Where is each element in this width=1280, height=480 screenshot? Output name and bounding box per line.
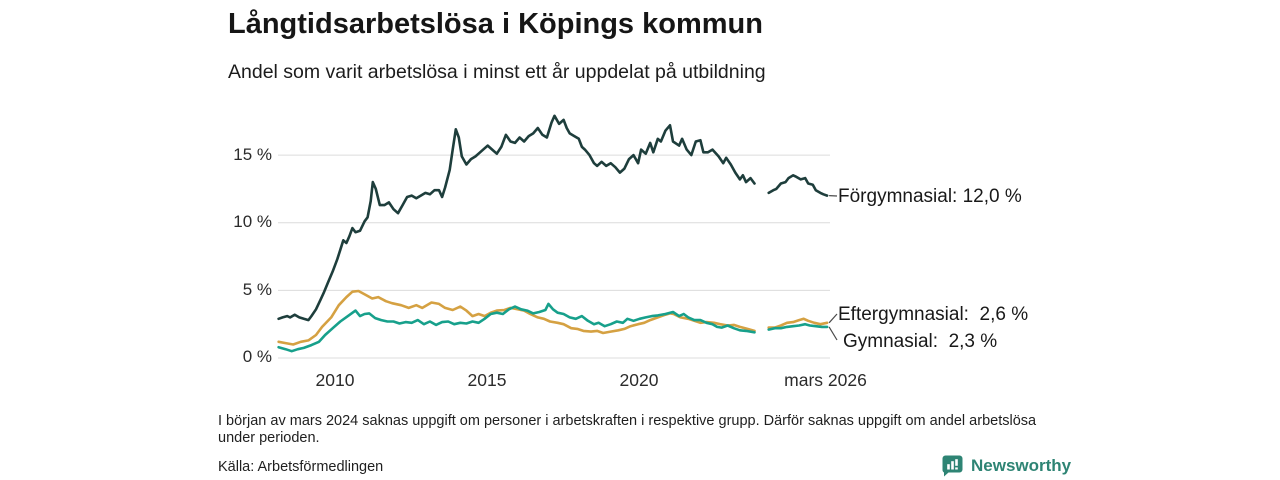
newsworthy-wordmark: Newsworthy [971, 455, 1072, 475]
line-chart-svg [277, 114, 838, 359]
end-label-forgymnasial: Förgymnasial: 12,0 % [838, 186, 1022, 207]
y-axis-tick-10: 10 % [233, 212, 272, 231]
series-line-eftergymnasial [767, 317, 829, 329]
y-axis-tick-5: 5 % [242, 280, 272, 299]
series-line-förgymnasial [767, 174, 829, 197]
newsworthy-chart-bubble-icon [941, 454, 964, 477]
series-line-gymnasial [277, 302, 756, 353]
y-axis-tick-0: 0 % [242, 347, 272, 366]
plot-area [277, 110, 843, 372]
chart-subtitle: Andel som varit arbetslösa i minst ett å… [228, 61, 766, 83]
end-label-eftergymnasial: Eftergymnasial: 2,6 % [838, 304, 1029, 325]
end-label-connector [828, 313, 838, 324]
x-axis-tick-2020: 2020 [619, 370, 659, 390]
y-axis-tick-15: 15 % [233, 145, 272, 164]
series-line-förgymnasial [277, 114, 756, 322]
series-line-eftergymnasial [277, 289, 756, 346]
source-text: Källa: Arbetsförmedlingen [218, 459, 384, 475]
footnote-text: I början av mars 2024 saknas uppgift om … [218, 413, 1037, 446]
chart-title: Långtidsarbetslösa i Köpings kommun [228, 8, 763, 40]
x-axis-tick-mars-2026: mars 2026 [784, 370, 867, 390]
x-axis-tick-2015: 2015 [467, 370, 507, 390]
series-line-gymnasial [767, 322, 829, 331]
newsworthy-logo: Newsworthy [941, 454, 1071, 477]
end-label-gymnasial: Gymnasial: 2,3 % [843, 331, 998, 352]
end-label-connector [828, 326, 838, 341]
x-axis-tick-2010: 2010 [315, 370, 355, 390]
